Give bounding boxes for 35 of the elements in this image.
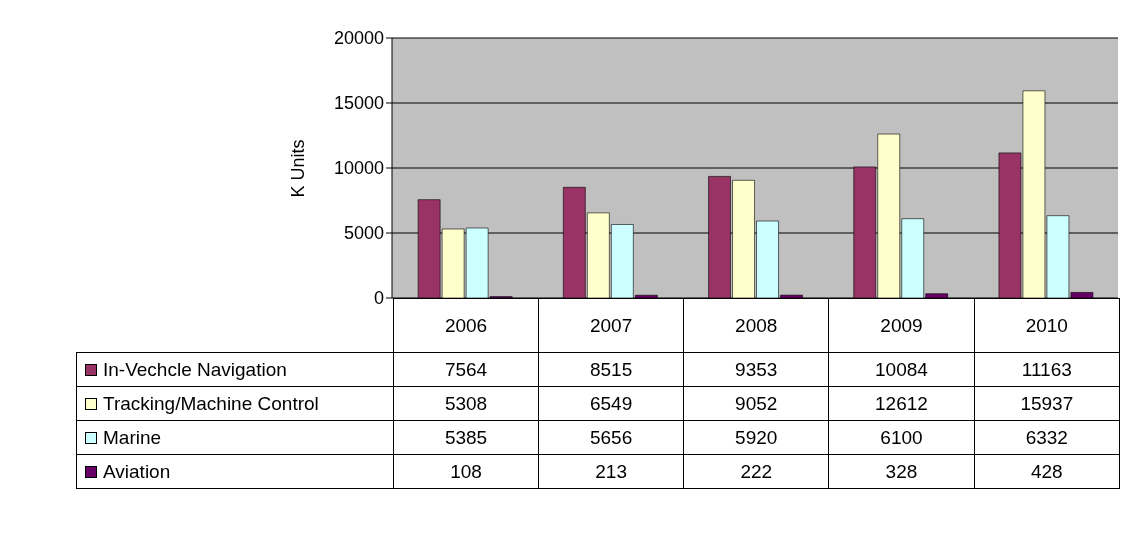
data-label: 6549 — [538, 386, 684, 421]
data-label: 213 — [538, 454, 684, 489]
x-tick-label: 2006 — [393, 298, 539, 353]
x-tick-label: 2009 — [828, 298, 975, 353]
data-label: 5920 — [683, 420, 829, 455]
data-label: 222 — [683, 454, 829, 489]
data-label: 12612 — [828, 386, 975, 421]
data-label: 5308 — [393, 386, 539, 421]
data-label: 6332 — [974, 420, 1120, 455]
y-axis-title: K Units — [287, 138, 309, 200]
data-label: 8515 — [538, 352, 684, 387]
x-tick-label: 2010 — [974, 298, 1120, 353]
legend-label: Tracking/Machine Control — [103, 392, 319, 414]
data-label: 11163 — [974, 352, 1120, 387]
data-label: 6100 — [828, 420, 975, 455]
data-label: 9353 — [683, 352, 829, 387]
data-label: 328 — [828, 454, 975, 489]
y-tick-label: 15000 — [333, 93, 384, 114]
data-label: 7564 — [393, 352, 539, 387]
x-tick-label: 2008 — [683, 298, 829, 353]
data-label: 10084 — [828, 352, 975, 387]
y-tick-label: 10000 — [333, 158, 384, 179]
legend-label: Aviation — [103, 460, 171, 482]
legend-label: In-Vechcle Navigation — [103, 358, 287, 380]
y-tick-label: 5000 — [343, 223, 384, 244]
x-tick-label: 2007 — [538, 298, 684, 353]
data-label: 5385 — [393, 420, 539, 455]
y-tick-label: 20000 — [333, 28, 384, 49]
y-tick-label: 0 — [373, 288, 384, 309]
data-label: 108 — [393, 454, 539, 489]
data-label: 5656 — [538, 420, 684, 455]
data-label: 428 — [974, 454, 1120, 489]
data-label: 15937 — [974, 386, 1120, 421]
data-label: 9052 — [683, 386, 829, 421]
legend-label: Marine — [103, 426, 162, 448]
